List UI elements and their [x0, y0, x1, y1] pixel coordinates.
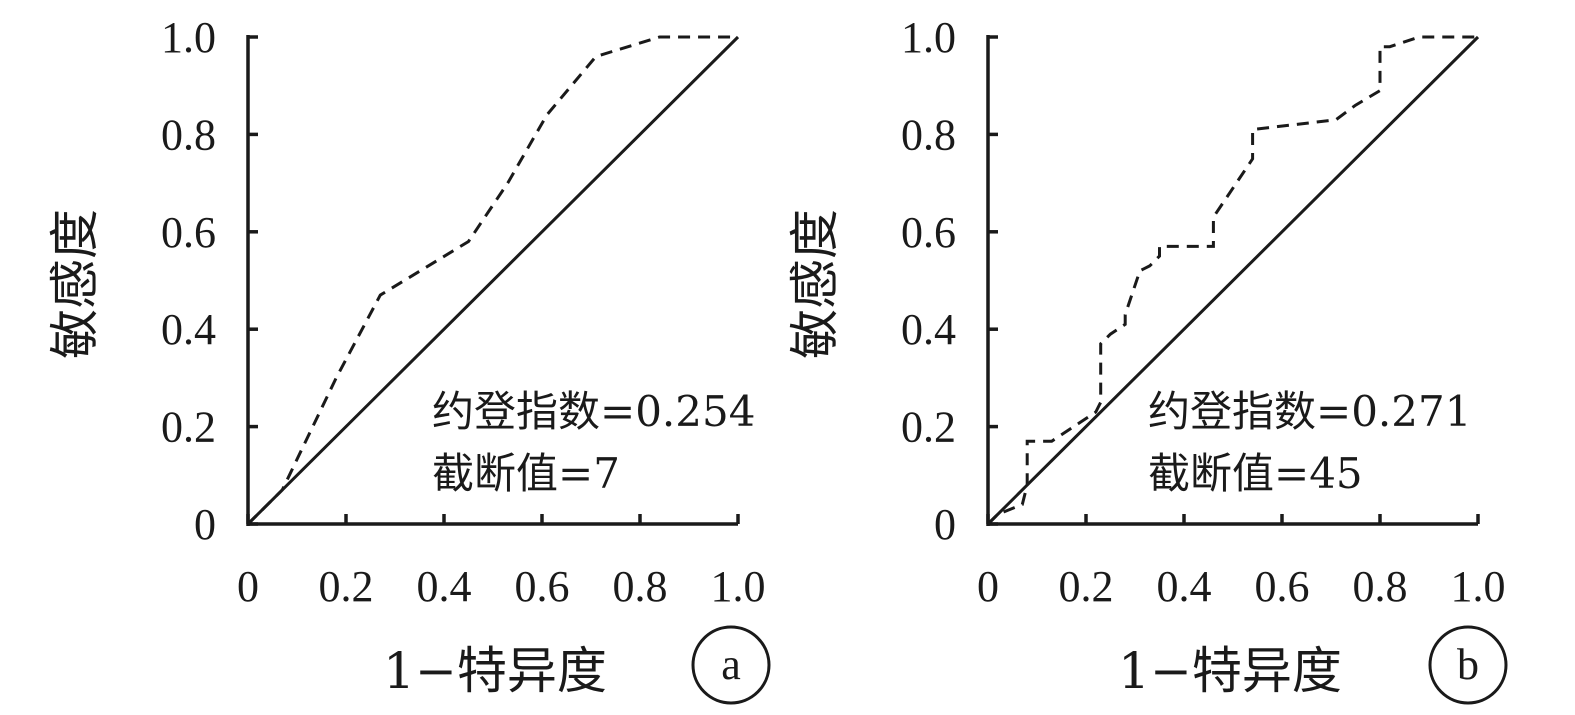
panel-a-panel-letter: a	[721, 640, 741, 689]
panel-b-y-tick-label: 1.0	[901, 13, 956, 62]
panel-b-panel-letter: b	[1457, 640, 1479, 689]
panel-a-y-tick-label: 0	[194, 500, 216, 549]
panel-b-x-axis-title: 1−特异度	[1118, 642, 1342, 700]
panel-a-x-tick-label: 0.8	[613, 562, 668, 611]
panel-a-x-tick-label: 0.4	[417, 562, 472, 611]
panel-a-x-tick-label: 0	[237, 562, 259, 611]
panel-b-y-tick-label: 0.2	[901, 403, 956, 452]
panel-a-x-tick-label: 0.6	[515, 562, 570, 611]
panel-a-y-tick-label: 0.6	[161, 208, 216, 257]
panel-a-y-tick-label: 0.8	[161, 110, 216, 159]
panel-b-x-tick-label: 0.8	[1353, 562, 1408, 611]
panel-b-youden-index-annotation: 约登指数=0.271	[1148, 387, 1471, 436]
panel-b-x-tick-label: 0.6	[1255, 562, 1310, 611]
panel-b-x-tick-label: 0.4	[1157, 562, 1212, 611]
panel-b-y-tick-label: 0.8	[901, 110, 956, 159]
panel-b-reference-diagonal	[986, 35, 1480, 526]
panel-b-label-circle	[1428, 625, 1508, 705]
panel-a-y-tick-label: 1.0	[161, 13, 216, 62]
panel-a-y-axis-title: 敏感度	[46, 209, 104, 359]
panel-b-y-axis-title: 敏感度	[786, 209, 844, 359]
panel-b-y-tick-label: 0.6	[901, 208, 956, 257]
panel-b-x-tick-label: 0.2	[1059, 562, 1114, 611]
panel-a-youden-index-annotation: 约登指数=0.254	[432, 387, 755, 436]
panel-b-y-tick-label: 0	[934, 500, 956, 549]
panel-a-x-tick-label: 0.2	[319, 562, 374, 611]
panel-a-cutoff-annotation: 截断值=7	[432, 449, 620, 498]
panel-a-reference-diagonal	[246, 35, 740, 526]
panel-a-label-circle	[691, 625, 771, 705]
panel-a-y-tick-label: 0.2	[161, 403, 216, 452]
panel-a-y-tick-label: 0.4	[161, 305, 216, 354]
panel-b-x-tick-label: 0	[977, 562, 999, 611]
panel-b-y-tick-label: 0.4	[901, 305, 956, 354]
panel-b-x-tick-label: 1.0	[1451, 562, 1506, 611]
panel-b-cutoff-annotation: 截断值=45	[1148, 449, 1363, 498]
panel-a-x-tick-label: 1.0	[711, 562, 766, 611]
panel-a-roc-curve	[246, 35, 738, 526]
panel-a-x-axis-title: 1−特异度	[383, 642, 607, 700]
